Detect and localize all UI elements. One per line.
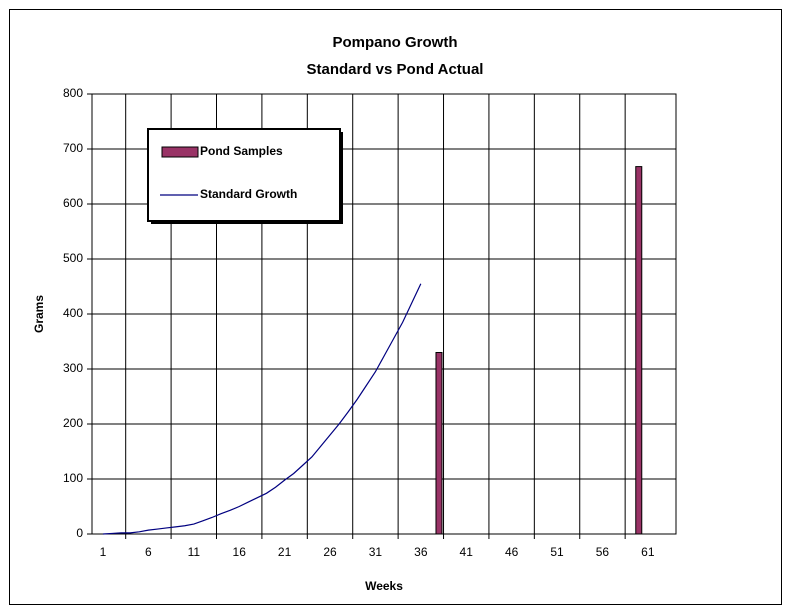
y-tick-label: 200 (63, 416, 83, 430)
x-tick-label: 46 (505, 545, 519, 559)
y-tick-label: 500 (63, 251, 83, 265)
x-tick-label: 11 (188, 545, 201, 559)
legend-swatch (161, 146, 199, 158)
y-tick-label: 300 (63, 361, 83, 375)
y-axis-label: Grams (32, 295, 46, 333)
x-tick-label: 21 (278, 545, 292, 559)
y-tick-label: 100 (63, 471, 83, 485)
x-tick-label: 31 (369, 545, 383, 559)
legend-label: Standard Growth (200, 187, 297, 201)
x-tick-label: 36 (414, 545, 428, 559)
x-tick-label: 41 (460, 545, 474, 559)
x-axis-label: Weeks (365, 579, 403, 593)
legend-label: Pond Samples (200, 144, 283, 158)
legend (147, 128, 341, 222)
x-tick-label: 6 (145, 545, 152, 559)
bar (435, 352, 443, 535)
y-tick-label: 0 (76, 526, 83, 540)
y-tick-label: 700 (63, 141, 83, 155)
x-tick-label: 56 (596, 545, 610, 559)
chart-subtitle: Standard vs Pond Actual (307, 61, 484, 78)
x-tick-label: 61 (641, 545, 655, 559)
x-tick-label: 1 (100, 545, 107, 559)
y-tick-label: 400 (63, 306, 83, 320)
x-tick-label: 26 (323, 545, 337, 559)
x-tick-label: 16 (233, 545, 247, 559)
chart-title: Pompano Growth (333, 34, 458, 51)
plot-border (91, 93, 677, 535)
line (102, 283, 422, 535)
bar (635, 166, 643, 535)
y-tick-label: 600 (63, 196, 83, 210)
x-tick-label: 51 (550, 545, 564, 559)
y-tick-label: 800 (63, 86, 83, 100)
